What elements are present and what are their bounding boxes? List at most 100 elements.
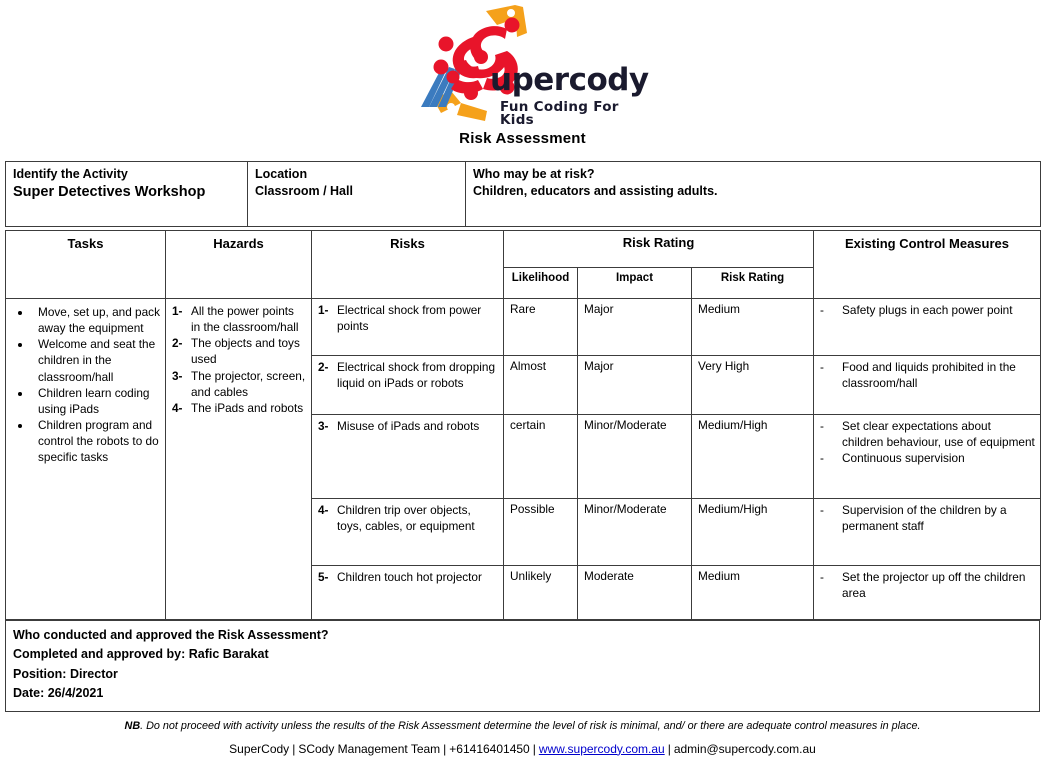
- dash-marker: -: [820, 451, 824, 466]
- approval-question: Who conducted and approved the Risk Asse…: [13, 628, 329, 642]
- at-risk-cell: Who may be at risk? Children, educators …: [465, 161, 1041, 227]
- dash-marker: -: [820, 419, 824, 433]
- dash-marker: -: [820, 360, 824, 374]
- risk-assessment-sheet: Identify the Activity Super Detectives W…: [5, 161, 1042, 712]
- table-header-row-2: Likelihood Impact Risk Rating: [6, 267, 1041, 299]
- control-text: Safety plugs in each power point: [842, 303, 1013, 317]
- impact-cell: Minor/Moderate: [577, 414, 692, 499]
- risk-cell: 1- Electrical shock from power points: [311, 298, 504, 356]
- controls-cell: - Food and liquids prohibited in the cla…: [813, 355, 1042, 415]
- likelihood-cell: certain: [503, 414, 578, 499]
- hazard-number: 2-: [172, 336, 183, 351]
- risk-cell: 3- Misuse of iPads and robots: [311, 414, 504, 499]
- separator: |: [667, 741, 671, 756]
- risk-text: Children touch hot projector: [337, 570, 482, 584]
- risk-text: Electrical shock from dropping liquid on…: [337, 360, 496, 391]
- separator: |: [443, 741, 447, 756]
- activity-label: Identify the Activity: [13, 167, 128, 181]
- list-item: Children program and control the robots …: [32, 417, 160, 465]
- risk-matrix-table: Tasks Hazards Risks Risk Rating Existing…: [5, 230, 1042, 620]
- impact-cell: Major: [577, 298, 692, 356]
- col-header-risks: Risks: [311, 230, 504, 299]
- controls-cell: - Set the projector up off the children …: [813, 565, 1042, 620]
- controls-cell: - Set clear expectations about children …: [813, 414, 1042, 499]
- controls-cell: - Supervision of the children by a perma…: [813, 498, 1042, 566]
- list-item: 4- The iPads and robots: [172, 400, 306, 416]
- control-text: Food and liquids prohibited in the class…: [842, 360, 1016, 391]
- location-cell: Location Classroom / Hall: [247, 161, 466, 227]
- logo-mark-icon: [421, 4, 527, 121]
- hazard-text: The iPads and robots: [191, 400, 304, 415]
- supercody-logo: upercody Fun Coding For Kids: [415, 3, 649, 128]
- hazard-text: All the power points in the classroom/ha…: [191, 304, 299, 335]
- list-item: - Set the projector up off the children …: [820, 569, 1035, 601]
- location-value: Classroom / Hall: [255, 184, 353, 198]
- rating-cell: Medium: [690, 298, 815, 356]
- separator: |: [292, 741, 296, 756]
- col-header-impact: Impact: [577, 267, 692, 299]
- list-item: Move, set up, and pack away the equipmen…: [32, 304, 160, 336]
- risk-text: Electrical shock from power points: [337, 303, 482, 334]
- likelihood-cell: Almost: [503, 355, 578, 415]
- risk-number: 3-: [318, 419, 329, 433]
- footer-company: SuperCody: [229, 741, 290, 756]
- table-row: Who conducted and approved the Risk Asse…: [5, 620, 1040, 712]
- list-item: - Food and liquids prohibited in the cla…: [820, 359, 1035, 391]
- risk-text: Misuse of iPads and robots: [337, 419, 480, 433]
- logo-tagline: Fun Coding For Kids: [500, 98, 619, 128]
- activity-info-table: Identify the Activity Super Detectives W…: [5, 161, 1041, 227]
- rating-cell: Medium: [690, 565, 815, 620]
- location-label: Location: [255, 167, 308, 181]
- hazards-list: 1- All the power points in the classroom…: [172, 303, 306, 416]
- likelihood-cell: Unlikely: [503, 565, 578, 620]
- dash-marker: -: [820, 303, 824, 317]
- approval-table: Who conducted and approved the Risk Asse…: [5, 620, 1040, 712]
- approval-date: Date: 26/4/2021: [13, 686, 104, 701]
- risk-cell: 5- Children touch hot projector: [311, 565, 504, 620]
- list-item: Children learn coding using iPads: [32, 385, 160, 417]
- approval-completed-by: Completed and approved by: Rafic Barakat: [13, 647, 269, 662]
- activity-cell: Identify the Activity Super Detectives W…: [5, 161, 248, 227]
- impact-cell: Moderate: [577, 565, 692, 620]
- hazard-text: The projector, screen, and cables: [191, 368, 306, 399]
- risk-cell: 4- Children trip over objects, toys, cab…: [311, 498, 504, 566]
- footer-email: admin@supercody.com.au: [673, 741, 816, 756]
- table-row: 2- Electrical shock from dropping liquid…: [6, 355, 1042, 415]
- list-item: - Continuous supervision: [820, 450, 1035, 466]
- tasks-list: Move, set up, and pack away the equipmen…: [12, 304, 160, 466]
- footer-phone: +61416401450: [449, 741, 530, 756]
- control-text: Supervision of the children by a permane…: [842, 503, 1007, 534]
- risk-number: 2-: [318, 360, 329, 374]
- rating-cell: Very High: [690, 355, 815, 415]
- logo-brand-text: upercody: [490, 61, 649, 98]
- footer-note-text: . Do not proceed with activity unless th…: [140, 719, 921, 732]
- table-row: Identify the Activity Super Detectives W…: [5, 161, 1041, 227]
- control-text: Set clear expectations about children be…: [842, 419, 1035, 450]
- col-header-risk-rating: Risk Rating: [690, 267, 815, 299]
- page-title: Risk Assessment: [459, 130, 586, 147]
- footer-note-prefix: NB: [124, 719, 141, 732]
- hazard-number: 3-: [172, 368, 183, 383]
- col-header-risk-rating-group: Risk Rating: [502, 230, 815, 268]
- controls-cell: - Safety plugs in each power point: [813, 298, 1042, 356]
- list-item: - Set clear expectations about children …: [820, 418, 1035, 450]
- hazards-cell: 1- All the power points in the classroom…: [165, 298, 312, 620]
- footer-note: NB. Do not proceed with activity unless …: [0, 712, 1045, 733]
- list-item: - Supervision of the children by a perma…: [820, 502, 1035, 534]
- at-risk-value: Children, educators and assisting adults…: [473, 184, 718, 198]
- at-risk-label: Who may be at risk?: [473, 167, 595, 181]
- risk-number: 4-: [318, 503, 329, 517]
- footer-team: SCody Management Team: [298, 741, 441, 756]
- list-item: 1- All the power points in the classroom…: [172, 303, 306, 335]
- col-header-tasks: Tasks: [5, 230, 166, 299]
- likelihood-cell: Rare: [503, 298, 578, 356]
- risk-number: 1-: [318, 303, 329, 317]
- list-item: - Safety plugs in each power point: [820, 302, 1035, 318]
- impact-cell: Minor/Moderate: [577, 498, 692, 566]
- footer-contact: SuperCody | SCody Management Team | +6141640…: [0, 733, 1045, 757]
- table-row: 4- Children trip over objects, toys, cab…: [6, 498, 1042, 566]
- footer-website-link[interactable]: www.supercody.com.au: [538, 741, 665, 756]
- logo-header: upercody Fun Coding For Kids: [0, 0, 1045, 130]
- risk-number: 5-: [318, 570, 329, 584]
- dash-marker: -: [820, 503, 824, 517]
